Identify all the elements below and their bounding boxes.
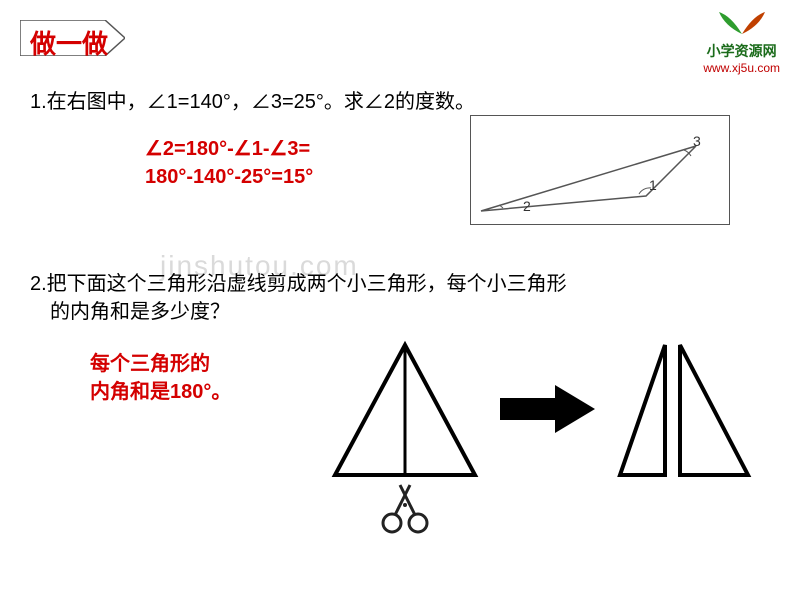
banner-text: 做一做 — [30, 24, 108, 61]
diagram-2 — [320, 340, 760, 550]
question-2-text: 2.把下面这个三角形沿虚线剪成两个小三角形，每个小三角形 的内角和是多少度？ — [30, 270, 567, 326]
logo-name: 小学资源网 — [703, 41, 780, 61]
scissor-pivot — [403, 503, 407, 507]
answer-1: ∠2=180°-∠1-∠3= 180°-140°-25°=15° — [145, 135, 313, 191]
small-triangle-right — [680, 345, 748, 475]
logo-url: www.xj5u.com — [703, 61, 780, 75]
title-banner: 做一做 — [20, 20, 125, 56]
angle-label-1: 1 — [649, 177, 657, 193]
leaf-icon — [707, 8, 777, 36]
leaf-left — [719, 12, 742, 34]
scissors-icon — [383, 485, 427, 532]
answer-1-line1: ∠2=180°-∠1-∠3= — [145, 135, 313, 163]
angle-label-3: 3 — [693, 133, 701, 149]
answer-2-line1: 每个三角形的 — [90, 350, 231, 378]
scissor-ring-1 — [383, 514, 401, 532]
arrow-body — [500, 398, 555, 420]
angle-label-2: 2 — [523, 198, 531, 214]
small-triangle-left — [620, 345, 665, 475]
site-logo: 小学资源网 www.xj5u.com — [703, 8, 780, 75]
answer-1-line2: 180°-140°-25°=15° — [145, 163, 313, 191]
answer-2: 每个三角形的 内角和是180°。 — [90, 350, 231, 406]
triangle-1-box: 1 2 3 — [470, 115, 730, 225]
triangle-1-shape — [481, 146, 696, 211]
triangle-1-svg: 1 2 3 — [471, 116, 729, 224]
logo-url-main: www.xj5u.com — [703, 61, 780, 75]
answer-2-line2: 内角和是180°。 — [90, 378, 231, 406]
leaf-right — [742, 12, 765, 34]
question-2-line1: 2.把下面这个三角形沿虚线剪成两个小三角形，每个小三角形 — [30, 270, 567, 298]
question-1-text: 1.在右图中，∠1=140°，∠3=25°。求∠2的度数。 — [30, 85, 475, 114]
scissor-ring-2 — [409, 514, 427, 532]
question-2-line2: 的内角和是多少度？ — [50, 298, 567, 326]
arrow-head — [555, 385, 595, 433]
diagram-2-svg — [320, 340, 760, 550]
